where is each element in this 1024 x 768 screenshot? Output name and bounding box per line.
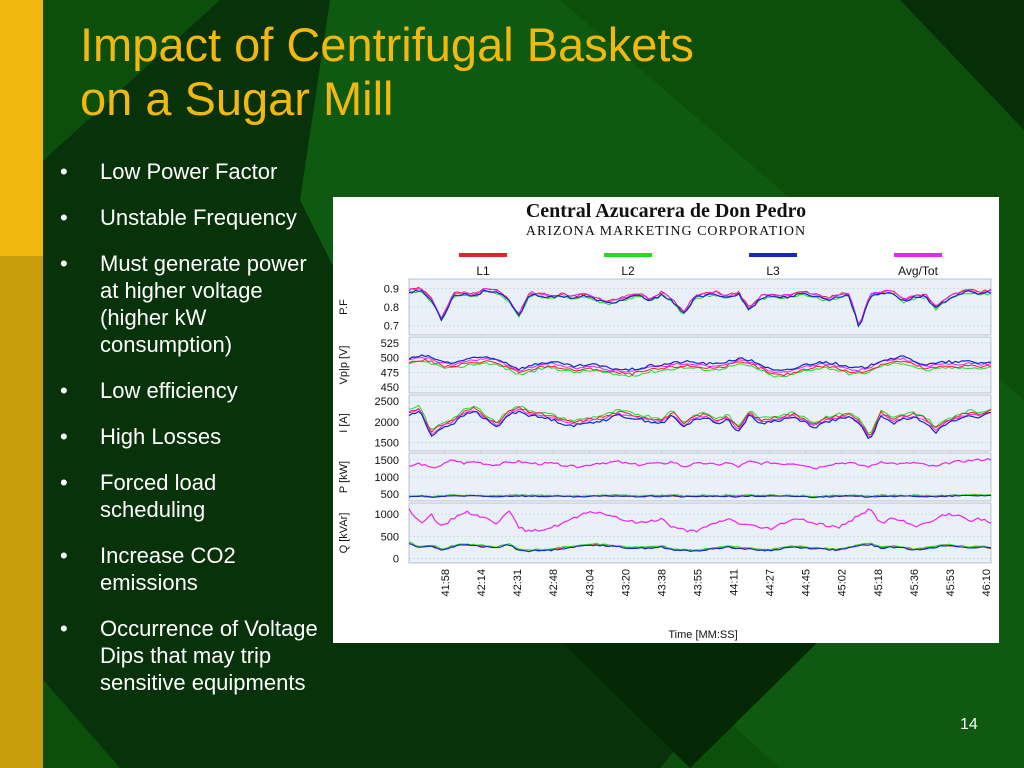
slide-title-line-2: on a Sugar Mill xyxy=(80,72,394,125)
y-axis-label: P.F xyxy=(338,299,350,315)
y-axis-label: P [kW] xyxy=(338,461,350,493)
plot-panel xyxy=(408,452,992,502)
bullet-item: Forced load scheduling xyxy=(60,469,320,523)
y-tick-label: 0 xyxy=(393,554,399,566)
series-line-l3 xyxy=(408,354,992,372)
background-topright-corner xyxy=(900,0,1024,130)
x-tick-label: 41:58 xyxy=(440,569,452,597)
x-tick-label: 45:36 xyxy=(909,569,921,597)
slide-title: Impact of Centrifugal Baskets on a Sugar… xyxy=(80,18,980,126)
series-line-avg-tot xyxy=(408,508,992,533)
x-tick-label: 43:38 xyxy=(656,569,668,597)
series-line-l3 xyxy=(408,494,992,499)
legend-swatch xyxy=(459,253,507,257)
bullet-item: Unstable Frequency xyxy=(60,204,320,231)
series-line-l2 xyxy=(408,290,992,329)
x-tick-label: 43:55 xyxy=(692,569,704,597)
x-tick-label: 45:02 xyxy=(837,569,849,597)
chart-title: Central Azucarera de Don Pedro xyxy=(526,200,806,222)
background-bottom-triangle xyxy=(560,640,820,768)
chart-subtitle: ARIZONA MARKETING CORPORATION xyxy=(526,224,806,239)
y-tick-label: 2500 xyxy=(375,396,399,408)
y-tick-label: 0.9 xyxy=(384,283,399,295)
y-axis-label: I [A] xyxy=(338,413,350,433)
bullet-item: Must generate power at higher voltage (h… xyxy=(60,250,320,358)
x-tick-label: 43:20 xyxy=(620,569,632,597)
legend-label: L2 xyxy=(621,264,635,278)
accent-bar-top xyxy=(0,0,43,256)
chart-svg: Central Azucarera de Don Pedro ARIZONA MA… xyxy=(338,200,993,641)
y-tick-label: 500 xyxy=(381,353,399,365)
plot-panel xyxy=(408,394,992,452)
plot-panel xyxy=(408,278,992,336)
legend-swatch xyxy=(894,253,942,257)
bullet-list: Low Power Factor Unstable Frequency Must… xyxy=(60,158,320,715)
y-tick-label: 500 xyxy=(381,489,399,501)
x-tick-label: 46:10 xyxy=(981,569,993,597)
plot-panel xyxy=(408,502,992,564)
bullet-item: Occurrence of Voltage Dips that may trip… xyxy=(60,615,320,696)
y-tick-label: 2000 xyxy=(375,417,399,429)
x-tick-label: 42:31 xyxy=(512,569,524,597)
series-line-avg-tot xyxy=(408,356,992,374)
y-tick-label: 1000 xyxy=(375,509,399,521)
y-tick-label: 0.8 xyxy=(384,302,399,314)
y-tick-label: 1500 xyxy=(375,455,399,467)
series-line-avg-tot xyxy=(408,458,992,470)
bullet-item: High Losses xyxy=(60,423,320,450)
slide-number: 14 xyxy=(960,716,978,733)
series-line-l3 xyxy=(408,289,992,328)
x-tick-label: 44:11 xyxy=(729,569,741,596)
legend-label: Avg/Tot xyxy=(898,264,938,278)
y-axis-label: Q [kVAr] xyxy=(338,513,350,554)
bullet-item: Low Power Factor xyxy=(60,158,320,185)
y-tick-label: 1000 xyxy=(375,472,399,484)
x-tick-label: 45:18 xyxy=(873,569,885,597)
bullet-item: Low efficiency xyxy=(60,377,320,404)
x-axis-label: Time [MM:SS] xyxy=(668,629,737,641)
slide-title-line-1: Impact of Centrifugal Baskets xyxy=(80,18,694,71)
plot-panel xyxy=(408,336,992,394)
y-axis-label: Vp|p [V] xyxy=(338,346,350,385)
x-tick-label: 45:53 xyxy=(945,569,957,597)
series-line-l3 xyxy=(408,543,992,553)
x-tick-label: 44:27 xyxy=(765,569,777,597)
y-tick-label: 450 xyxy=(381,382,399,394)
x-tick-label: 43:04 xyxy=(584,569,596,597)
accent-bar-bottom xyxy=(0,256,43,768)
legend-label: L1 xyxy=(476,264,490,278)
chart-panel: Central Azucarera de Don Pedro ARIZONA MA… xyxy=(333,197,999,643)
legend-swatch xyxy=(604,253,652,257)
y-tick-label: 525 xyxy=(381,338,399,350)
legend-label: L3 xyxy=(766,264,780,278)
series-line-l1 xyxy=(408,286,992,325)
series-line-l1 xyxy=(408,358,992,377)
y-tick-label: 0.7 xyxy=(384,321,399,333)
x-tick-label: 44:45 xyxy=(801,569,813,597)
bullet-item: Increase CO2 emissions xyxy=(60,542,320,596)
x-tick-label: 42:14 xyxy=(476,569,488,597)
x-tick-label: 42:48 xyxy=(548,569,560,597)
y-tick-label: 475 xyxy=(381,367,399,379)
y-tick-label: 1500 xyxy=(375,438,399,450)
legend-swatch xyxy=(749,253,797,257)
series-line-l3 xyxy=(408,410,992,440)
y-tick-label: 500 xyxy=(381,531,399,543)
